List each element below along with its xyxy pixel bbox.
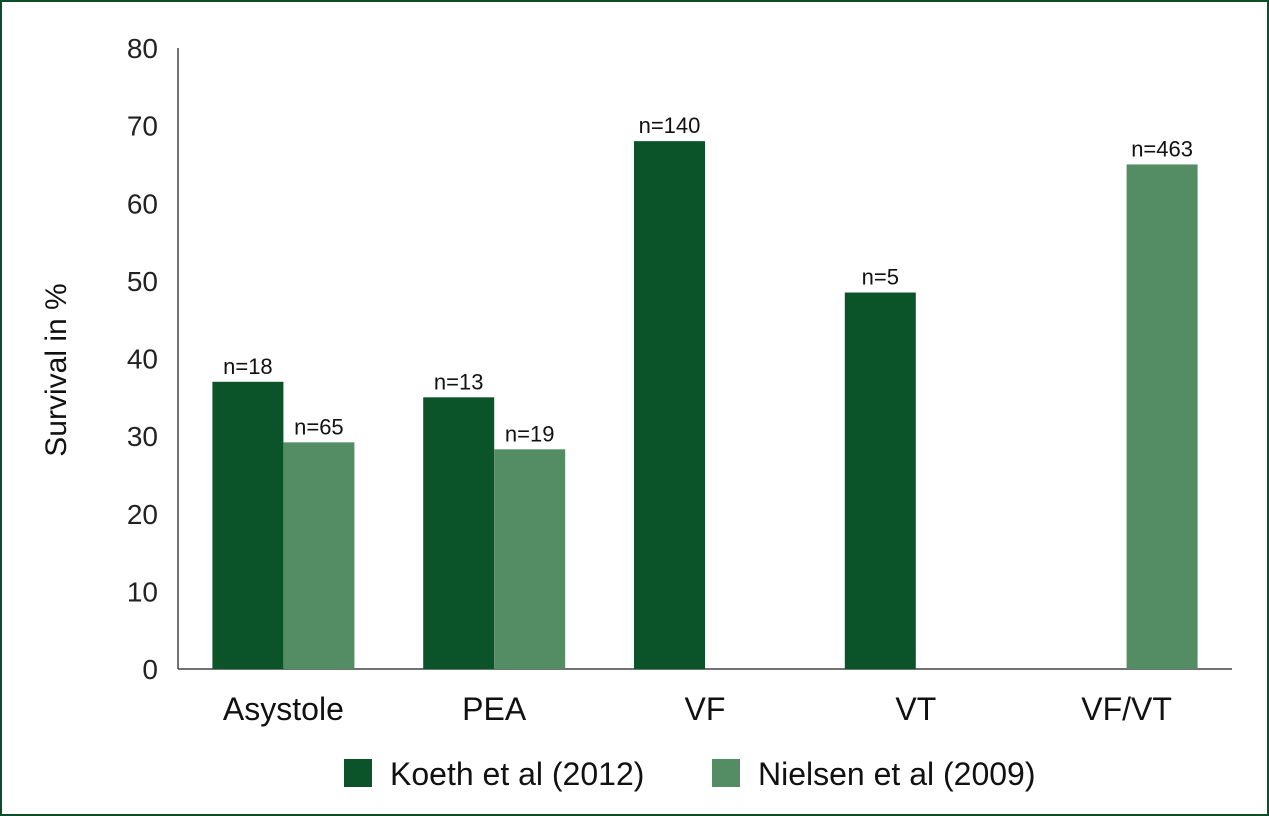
bars-group: n=18 n=65 n=13 n=19 n=140 n=5 n=463 (212, 113, 1198, 669)
legend-swatch (344, 759, 372, 787)
data-label: n=65 (294, 414, 344, 439)
x-category-label: VF/VT (1081, 691, 1172, 727)
bar-koeth-vt (844, 292, 916, 669)
data-label: n=19 (505, 421, 555, 446)
x-category-label: VT (895, 691, 936, 727)
bar-koeth-asystole (212, 381, 284, 669)
y-tick-label: 80 (127, 33, 158, 64)
y-tick-label: 20 (127, 499, 158, 530)
bar-nielsen-vf-vt (1126, 164, 1198, 669)
bar-koeth-vf (634, 141, 705, 669)
data-label: n=18 (223, 354, 273, 379)
x-category-label: VF (685, 691, 726, 727)
y-axis-label: Survival in % (40, 283, 73, 456)
y-tick-label: 30 (127, 421, 158, 452)
legend: Koeth et al (2012) Nielsen et al (2009) (344, 756, 1035, 792)
data-label: n=13 (434, 369, 484, 394)
legend-entry-label: Nielsen et al (2009) (758, 756, 1035, 792)
y-tick-label: 0 (142, 654, 158, 685)
y-tick-label: 40 (127, 344, 158, 375)
y-tick-label: 10 (127, 576, 158, 607)
y-tick-label: 60 (127, 188, 158, 219)
y-tick-label: 50 (127, 266, 158, 297)
x-category-label: PEA (462, 691, 527, 727)
legend-entry-label: Koeth et al (2012) (390, 756, 644, 792)
x-axis-categories: Asystole PEA VF VT VF/VT (223, 691, 1172, 727)
data-label: n=463 (1131, 136, 1193, 161)
bar-nielsen-asystole (283, 442, 355, 669)
legend-swatch (712, 759, 740, 787)
data-label: n=140 (639, 113, 701, 138)
data-label: n=5 (862, 265, 899, 290)
bar-nielsen-pea (494, 449, 566, 669)
x-category-label: Asystole (223, 691, 344, 727)
y-tick-label: 70 (127, 111, 158, 142)
bar-koeth-pea (423, 397, 495, 669)
